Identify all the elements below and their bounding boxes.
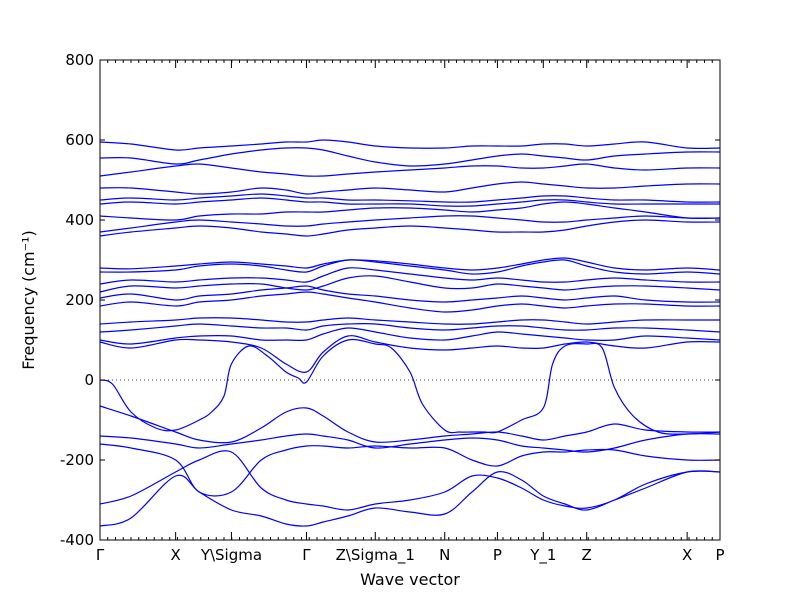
band-line-4	[99, 405, 721, 444]
x-tick-label: Y\Sigma	[200, 546, 262, 564]
y-tick-label: -400	[60, 531, 94, 549]
band-line-10	[99, 291, 721, 313]
x-tick-label: Γ	[302, 546, 311, 564]
band-line-7	[99, 327, 721, 345]
band-line-8	[99, 323, 721, 333]
band-line-0	[99, 470, 721, 527]
bands-layer	[99, 139, 721, 527]
band-line-13	[99, 267, 721, 285]
x-tick-label: Z	[582, 546, 592, 564]
x-tick-label: P	[715, 546, 724, 564]
band-line-24	[99, 139, 721, 151]
x-tick-label: Z\Sigma_1	[336, 546, 415, 565]
y-tick-label: 600	[65, 131, 94, 149]
x-tick-label: P	[493, 546, 502, 564]
band-line-14	[99, 259, 721, 275]
band-line-16	[99, 219, 721, 237]
y-axis-label: Frequency (cm⁻¹)	[19, 230, 38, 369]
y-tick-label: 800	[65, 51, 94, 69]
x-axis: Γ X Y\Sigma Γ Z\Sigma_1 N P Y_1 Z X P	[96, 60, 725, 565]
y-tick-label: 200	[65, 291, 94, 309]
y-axis: -400 -200 0 200 400 600 800	[60, 51, 721, 549]
y-tick-label: 0	[84, 371, 94, 389]
band-line-12	[99, 275, 721, 293]
x-tick-label: Γ	[96, 546, 105, 564]
y-tick-label: 400	[65, 211, 94, 229]
band-line-6	[99, 335, 721, 373]
band-line-19	[99, 197, 720, 207]
x-tick-label: Y_1	[529, 546, 556, 565]
x-tick-label: X	[682, 546, 692, 564]
band-line-3	[99, 432, 721, 453]
band-line-23	[99, 147, 721, 167]
x-tick-label: X	[170, 546, 180, 564]
band-line-5	[99, 338, 721, 435]
band-line-11	[99, 285, 721, 303]
y-tick-label: -200	[60, 451, 94, 469]
band-line-15	[99, 257, 721, 271]
band-line-20	[99, 193, 721, 203]
band-line-17	[99, 215, 721, 233]
band-line-22	[99, 163, 721, 177]
x-tick-label: N	[439, 546, 450, 564]
band-line-1	[99, 450, 721, 511]
x-axis-label: Wave vector	[360, 570, 460, 589]
band-line-9	[99, 317, 720, 325]
band-line-2	[99, 443, 721, 497]
band-line-21	[99, 181, 721, 195]
band-line-18	[99, 201, 721, 221]
